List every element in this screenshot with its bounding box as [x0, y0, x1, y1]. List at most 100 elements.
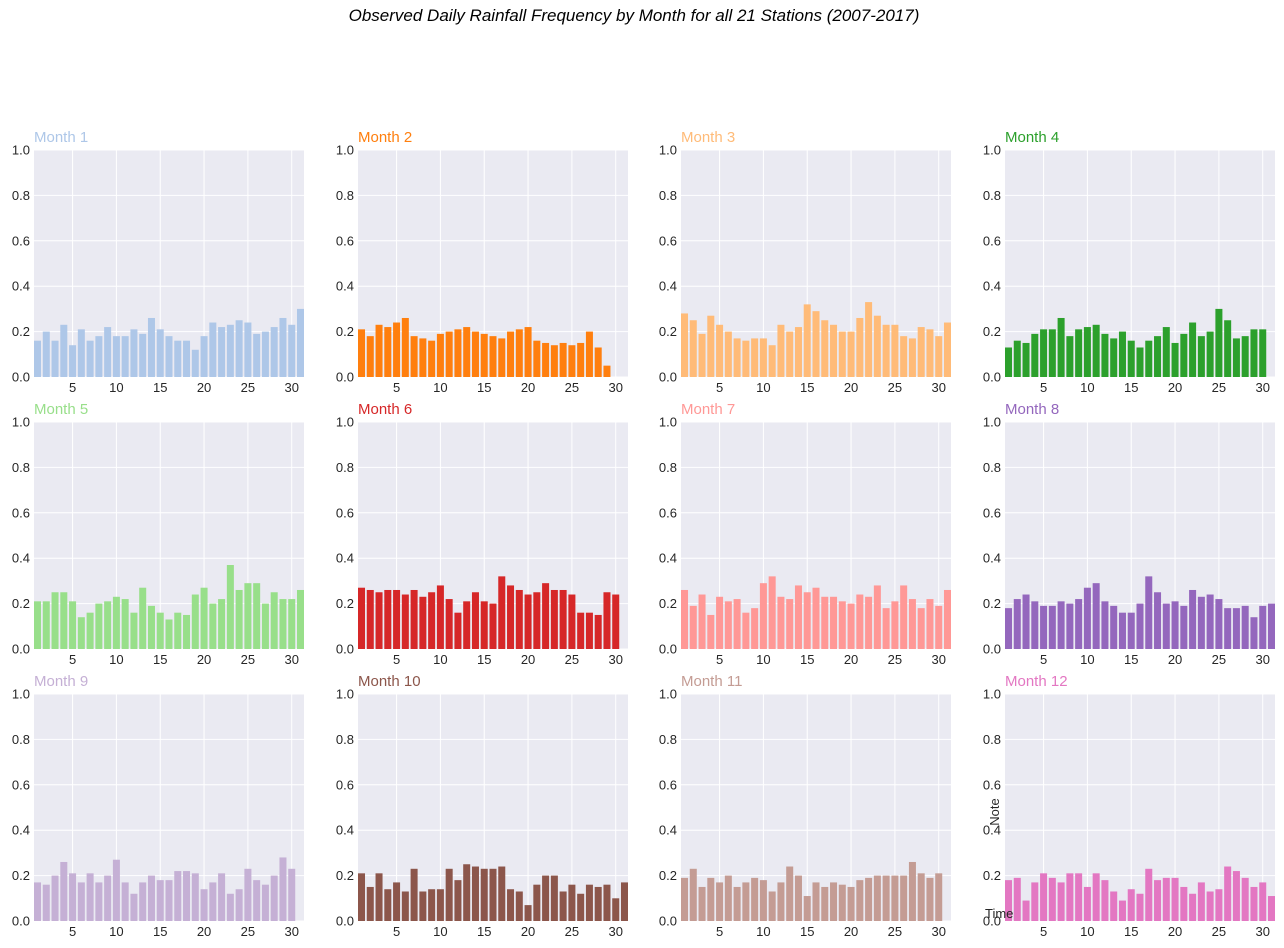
bar-day-26 [900, 585, 908, 649]
bar-day-10 [1083, 327, 1091, 377]
x-tick-label: 5 [393, 924, 400, 939]
y-tick-label: 0.6 [12, 505, 30, 520]
bar-day-6 [401, 891, 409, 921]
bar-day-29 [1250, 886, 1258, 921]
bar-day-9 [751, 877, 759, 921]
y-tick-label: 0.6 [659, 233, 677, 248]
bar-day-18 [183, 871, 191, 921]
bar-day-13 [139, 882, 147, 921]
x-tick-label: 30 [931, 924, 945, 939]
bar-day-1 [1005, 347, 1013, 377]
x-tick-label: 25 [565, 380, 579, 395]
bar-day-25 [1215, 599, 1223, 649]
bar-day-1 [34, 601, 42, 649]
y-tick-label: 0.0 [336, 642, 354, 657]
bar-day-17 [1145, 340, 1153, 377]
bar-day-24 [1206, 331, 1214, 377]
bar-day-26 [900, 875, 908, 921]
bar-day-22 [542, 875, 550, 921]
bar-day-5 [1040, 329, 1048, 377]
bar-day-18 [1154, 880, 1162, 921]
bar-day-22 [218, 599, 226, 649]
bar-day-18 [830, 324, 838, 377]
x-tick-label: 15 [1124, 380, 1138, 395]
bar-day-5 [393, 322, 401, 377]
bar-day-13 [139, 333, 147, 377]
x-tick-label: 30 [931, 652, 945, 667]
bar-day-25 [244, 583, 252, 649]
bar-day-19 [838, 884, 846, 921]
bar-day-23 [873, 875, 881, 921]
x-tick-label: 10 [756, 924, 770, 939]
subplot-title: Month 7 [681, 401, 735, 418]
bar-day-13 [786, 866, 794, 921]
x-tick-label: 5 [716, 380, 723, 395]
bar-day-16 [812, 311, 820, 377]
x-tick-label: 20 [197, 924, 211, 939]
bar-day-8 [419, 891, 427, 921]
figure-title: Observed Daily Rainfall Frequency by Mon… [348, 6, 920, 25]
y-tick-label: 0.8 [983, 460, 1001, 475]
subplot-title: Month 11 [681, 673, 742, 690]
bar-day-21 [209, 603, 217, 649]
y-tick-label: 0.6 [983, 233, 1001, 248]
bar-day-1 [681, 313, 689, 377]
x-tick-label: 10 [1080, 652, 1094, 667]
bar-day-19 [191, 873, 199, 921]
bar-day-1 [681, 877, 689, 921]
y-tick-label: 0.2 [983, 868, 1001, 883]
bar-day-29 [1250, 617, 1258, 649]
y-tick-label: 1.0 [983, 143, 1001, 158]
bar-day-28 [270, 327, 278, 377]
x-tick-label: 10 [433, 924, 447, 939]
y-tick-label: 1.0 [12, 415, 30, 430]
bar-day-6 [401, 594, 409, 649]
bar-day-15 [1127, 340, 1135, 377]
bar-day-19 [191, 594, 199, 649]
bar-day-12 [777, 882, 785, 921]
y-tick-label: 0.0 [983, 642, 1001, 657]
bar-day-31 [296, 589, 304, 649]
x-tick-label: 30 [1255, 924, 1269, 939]
bar-day-30 [935, 605, 943, 649]
y-tick-label: 0.4 [659, 279, 677, 294]
bar-day-14 [471, 331, 479, 377]
bar-day-31 [1267, 896, 1275, 921]
bar-day-4 [707, 877, 715, 921]
y-tick-label: 1.0 [659, 687, 677, 702]
x-tick-label: 10 [109, 652, 123, 667]
y-tick-label: 1.0 [983, 687, 1001, 702]
bar-day-16 [489, 336, 497, 377]
bar-day-9 [1075, 329, 1083, 377]
bar-day-24 [882, 875, 890, 921]
bar-day-26 [1224, 320, 1232, 377]
bar-day-18 [183, 340, 191, 377]
bar-day-20 [1171, 601, 1179, 649]
y-tick-label: 0.0 [983, 914, 1001, 929]
bar-day-8 [1066, 336, 1074, 377]
bar-day-24 [1206, 891, 1214, 921]
x-tick-label: 25 [565, 652, 579, 667]
y-tick-label: 0.2 [336, 596, 354, 611]
y-tick-label: 0.6 [983, 505, 1001, 520]
bar-day-14 [1118, 612, 1126, 649]
bar-day-15 [480, 601, 488, 649]
bar-day-27 [261, 603, 269, 649]
y-tick-label: 0.4 [336, 551, 354, 566]
y-tick-label: 0.2 [983, 324, 1001, 339]
y-tick-label: 0.4 [659, 823, 677, 838]
y-tick-label: 0.6 [336, 777, 354, 792]
bar-day-11 [121, 599, 129, 649]
bar-day-3 [51, 592, 59, 649]
bar-day-8 [742, 612, 750, 649]
bar-day-22 [218, 327, 226, 377]
bar-day-3 [1022, 594, 1030, 649]
bar-day-31 [620, 882, 628, 921]
bar-day-8 [742, 340, 750, 377]
x-tick-label: 20 [1168, 924, 1182, 939]
y-tick-label: 0.8 [12, 732, 30, 747]
bar-day-26 [577, 342, 585, 377]
y-tick-label: 0.0 [336, 914, 354, 929]
bar-day-14 [471, 592, 479, 649]
